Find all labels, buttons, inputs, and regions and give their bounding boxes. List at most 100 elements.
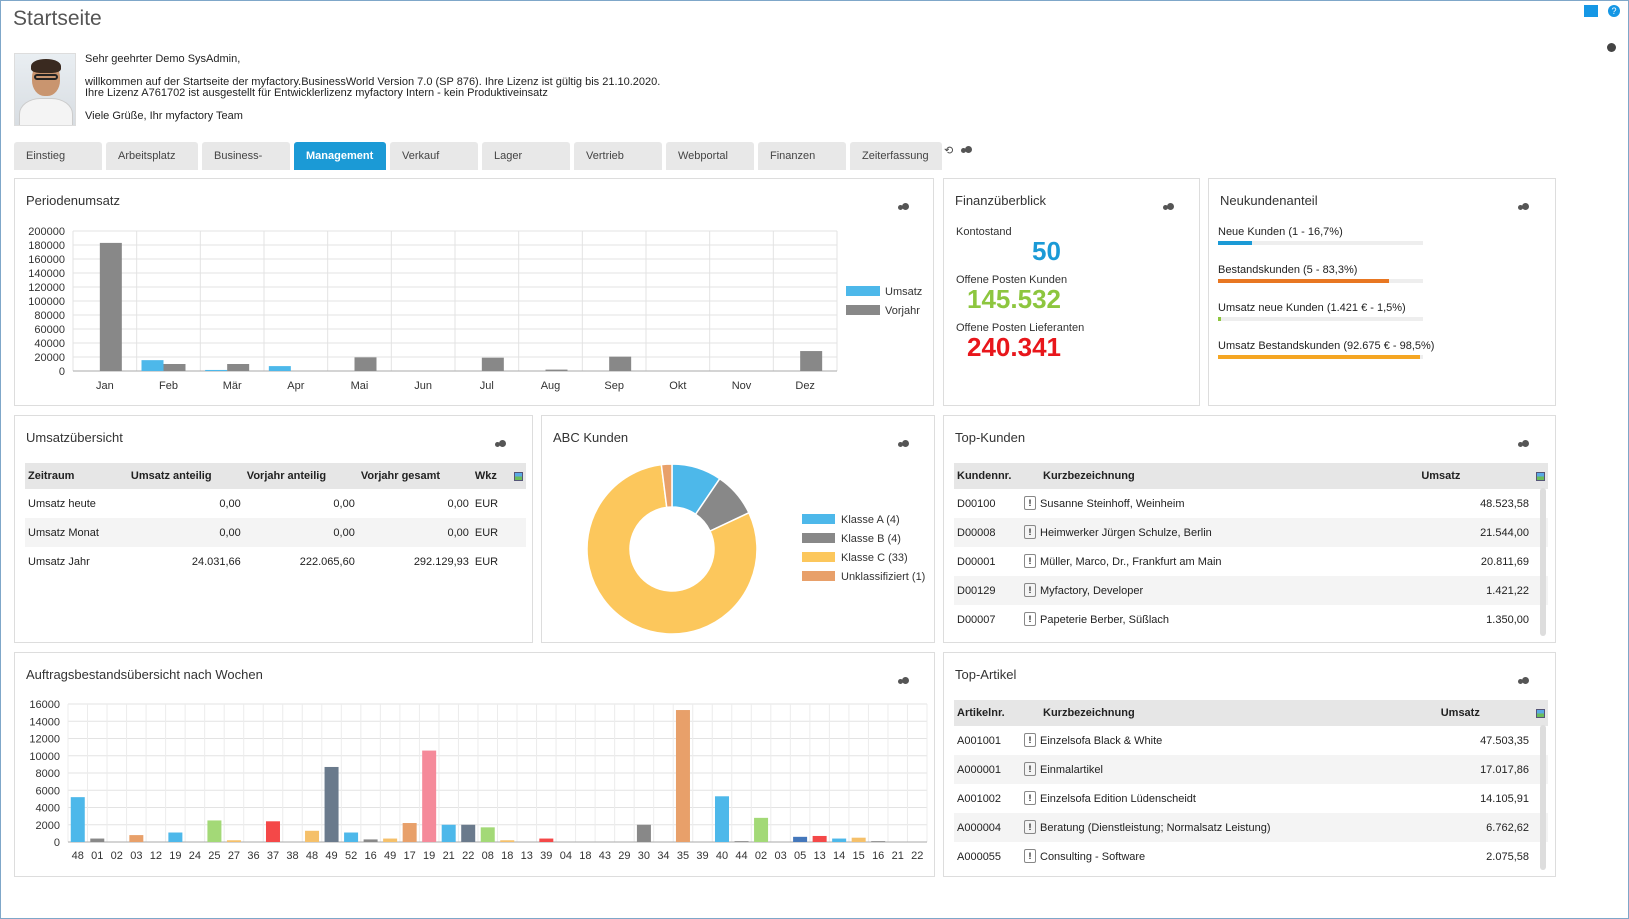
x-tick-label: Sep <box>604 380 624 392</box>
table-cell: 21.544,00 <box>1418 518 1533 547</box>
panel-settings-icon[interactable] <box>898 440 910 448</box>
chart-auftragsbestand: 0 2000 4000 6000 8000 10000 12000 14000 16000 48 0… <box>29 699 928 862</box>
panel-umsatzuebersicht: Umsatzübersicht Zeitraum Umsatz anteilig V… <box>14 415 533 643</box>
tab-einstieg[interactable]: Einstieg <box>14 142 102 170</box>
y-tick-label: 100000 <box>28 296 65 308</box>
image-icon[interactable] <box>514 471 523 481</box>
bar <box>793 836 808 842</box>
bar <box>324 766 339 842</box>
panel-settings-icon[interactable] <box>1518 440 1530 448</box>
tab-management[interactable]: Management <box>294 142 386 170</box>
info-icon[interactable]: ! <box>1024 762 1036 776</box>
scrollbar[interactable] <box>1540 725 1546 870</box>
neukunden-item-label: Neue Kunden (1 - 16,7%) <box>1218 226 1343 238</box>
table-cell: 292.129,93 <box>413 555 469 568</box>
table-row[interactable]: D00001! Müller, Marco, Dr., Frankfurt am … <box>954 547 1548 576</box>
table-row[interactable]: A000004! Beratung (Dienstleistung; Normal… <box>954 813 1548 842</box>
table-row[interactable]: A000055! Consulting - Software 2.075,58 <box>954 842 1548 871</box>
tab-webportal[interactable]: Webportal <box>666 142 754 170</box>
panel-top-artikel: Top-Artikel Artikelnr. Kurzbezeichnung Ums… <box>943 652 1556 877</box>
y-tick-label: 40000 <box>34 338 65 350</box>
top-artikel-wrap: Artikelnr. Kurzbezeichnung Umsatz A001001! E… <box>954 700 1548 871</box>
tab-vertrieb[interactable]: Vertrieb <box>574 142 662 170</box>
table-cell: A000055 <box>957 850 1002 863</box>
table-cell: EUR <box>471 518 511 547</box>
tab-business-info[interactable]: Business-Info <box>202 142 290 190</box>
column-header[interactable]: Umsatz <box>1418 463 1533 489</box>
table-row[interactable]: A000001! Einmalartikel 17.017,86 <box>954 755 1548 784</box>
image-icon[interactable] <box>1536 708 1545 718</box>
legend-label: Klasse B (4) <box>841 533 901 545</box>
close-icon[interactable] <box>1607 43 1616 52</box>
x-tick-label: 13 <box>521 850 533 862</box>
info-icon[interactable]: ! <box>1024 496 1036 510</box>
column-header[interactable]: Umsatz anteilig <box>127 463 244 489</box>
column-header[interactable]: Zeitraum <box>25 463 128 489</box>
panel-settings-icon[interactable] <box>1518 203 1530 211</box>
column-config[interactable] <box>1533 463 1548 489</box>
info-icon[interactable]: ! <box>1024 554 1036 568</box>
info-icon[interactable]: ! <box>1024 583 1036 597</box>
column-header[interactable]: Kurzbezeichnung <box>1040 463 1419 489</box>
panel-settings-icon[interactable] <box>495 440 507 448</box>
table-cell: Umsatz Jahr <box>28 555 90 568</box>
table-row[interactable]: Umsatz heute 0,00 0,00 0,00 EUR <box>25 489 526 518</box>
image-icon[interactable] <box>1536 471 1545 481</box>
column-header[interactable]: Artikelnr. <box>954 700 1040 726</box>
tab-verkauf[interactable]: Verkauf <box>390 142 478 170</box>
x-tick-label: 48 <box>72 850 84 862</box>
welcome-line1: willkommen auf der Startseite der myfact… <box>85 75 661 88</box>
table-row[interactable]: D00007! Papeterie Berber, Süßlach 1.350,00 <box>954 605 1548 634</box>
x-tick-label: 22 <box>462 850 474 862</box>
info-icon[interactable]: ! <box>1024 791 1036 805</box>
column-header[interactable]: Umsatz <box>1437 700 1533 726</box>
settings-icon[interactable] <box>961 146 973 154</box>
help-icon[interactable]: ? <box>1608 5 1620 17</box>
mail-icon[interactable] <box>1584 5 1598 17</box>
table-row[interactable]: D00008! Heimwerker Jürgen Schulze, Berlin… <box>954 518 1548 547</box>
info-icon[interactable]: ! <box>1024 849 1036 863</box>
panel-settings-icon[interactable] <box>898 203 910 211</box>
x-tick-label: 44 <box>735 850 747 862</box>
x-tick-label: Dez <box>795 380 815 392</box>
column-header[interactable]: Vorjahr anteilig <box>243 463 358 489</box>
column-config[interactable] <box>1533 700 1548 726</box>
table-row[interactable]: A001002! Einzelsofa Edition Lüdenscheidt 1… <box>954 784 1548 813</box>
refresh-icon[interactable]: ⟲ <box>944 145 954 157</box>
info-icon[interactable]: ! <box>1024 612 1036 626</box>
info-icon[interactable]: ! <box>1024 733 1036 747</box>
table-row[interactable]: D00129! Myfactory, Developer 1.421,22 <box>954 576 1548 605</box>
bar <box>871 841 886 842</box>
table-cell: ! Beratung (Dienstleistung; Normalsatz Le… <box>1024 813 1438 842</box>
tab-zeiterfassung[interactable]: Zeiterfassung <box>850 142 942 170</box>
panel-settings-icon[interactable] <box>1163 203 1175 211</box>
column-header[interactable]: Kurzbezeichnung <box>1040 700 1438 726</box>
column-header[interactable]: Wkz <box>471 463 511 489</box>
table-row[interactable]: D00100! Susanne Steinhoff, Weinheim 48.523… <box>954 489 1548 518</box>
x-tick-label: Jul <box>480 380 494 392</box>
tab-lager[interactable]: Lager <box>482 142 570 170</box>
welcome-sign: Viele Grüße, Ihr myfactory Team <box>85 109 243 122</box>
table-row[interactable]: A001001! Einzelsofa Black & White 47.503,3… <box>954 726 1548 755</box>
scrollbar[interactable] <box>1540 488 1546 636</box>
panel-settings-icon[interactable] <box>1518 677 1530 685</box>
x-tick-label: 49 <box>325 850 337 862</box>
table-cell: 17.017,86 <box>1437 755 1533 784</box>
info-icon[interactable]: ! <box>1024 525 1036 539</box>
info-icon[interactable]: ! <box>1024 820 1036 834</box>
welcome-text: Sehr geehrter Demo SysAdmin, willkommen … <box>85 53 661 122</box>
y-tick-label: 200000 <box>28 226 65 238</box>
column-header[interactable]: Kundennr. <box>954 463 1040 489</box>
tab-finanzen[interactable]: Finanzen <box>758 142 846 170</box>
column-header[interactable]: Vorjahr gesamt <box>357 463 472 489</box>
table-cell: A001002 <box>957 792 1002 805</box>
pie-slice <box>586 463 758 635</box>
legend-swatch <box>802 552 835 562</box>
table-row[interactable]: Umsatz Jahr 24.031,66 222.065,60 292.129,93… <box>25 547 526 576</box>
column-config[interactable] <box>511 463 526 489</box>
tab-arbeitsplatz[interactable]: Arbeitsplatz <box>106 142 198 170</box>
legend-label: Unklassifiziert (1) <box>841 571 925 583</box>
panel-title: Neukundenanteil <box>1220 193 1318 208</box>
panel-settings-icon[interactable] <box>898 677 910 685</box>
table-row[interactable]: Umsatz Monat 0,00 0,00 0,00 EUR <box>25 518 526 547</box>
